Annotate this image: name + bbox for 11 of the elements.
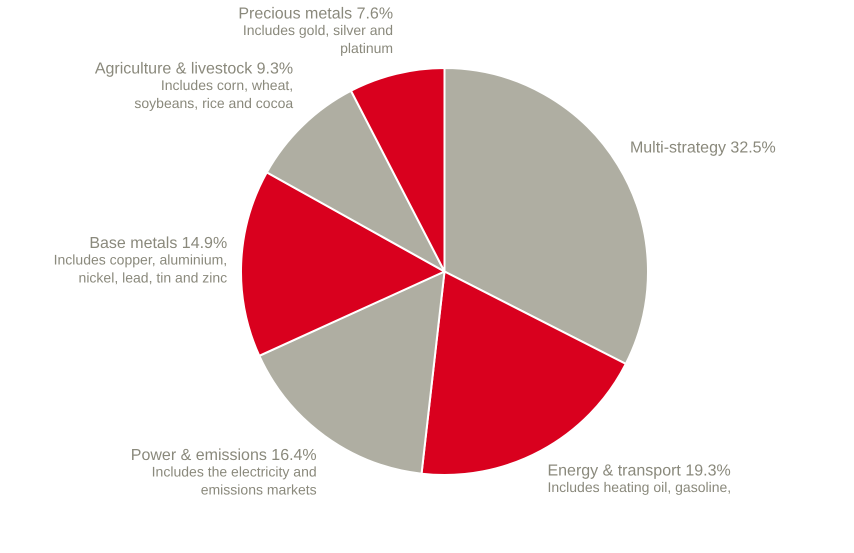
text: Includes copper, aluminium, nickel, lead, tin and zinc — [54, 251, 228, 286]
slice-label: Power & emissions 16.4% — [130, 446, 317, 464]
slice-label: Agriculture & livestock 9.3% — [94, 60, 294, 78]
slice-label: Base metals 14.9% — [89, 235, 228, 252]
text: Includes heating oil, gasoline, — [547, 478, 732, 495]
slice-label: Multi-strategy 32.5% — [630, 139, 776, 156]
text: Includes gold, silver and platinum — [242, 22, 394, 56]
text: Includes corn, wheat, soybeans, rice and cocoa — [134, 77, 294, 112]
text: Includes the electricity and emissions markets — [152, 463, 317, 498]
slice-label: Precious metals 7.6% — [238, 6, 394, 23]
slice-label: Energy & transport 19.3% — [547, 462, 731, 480]
